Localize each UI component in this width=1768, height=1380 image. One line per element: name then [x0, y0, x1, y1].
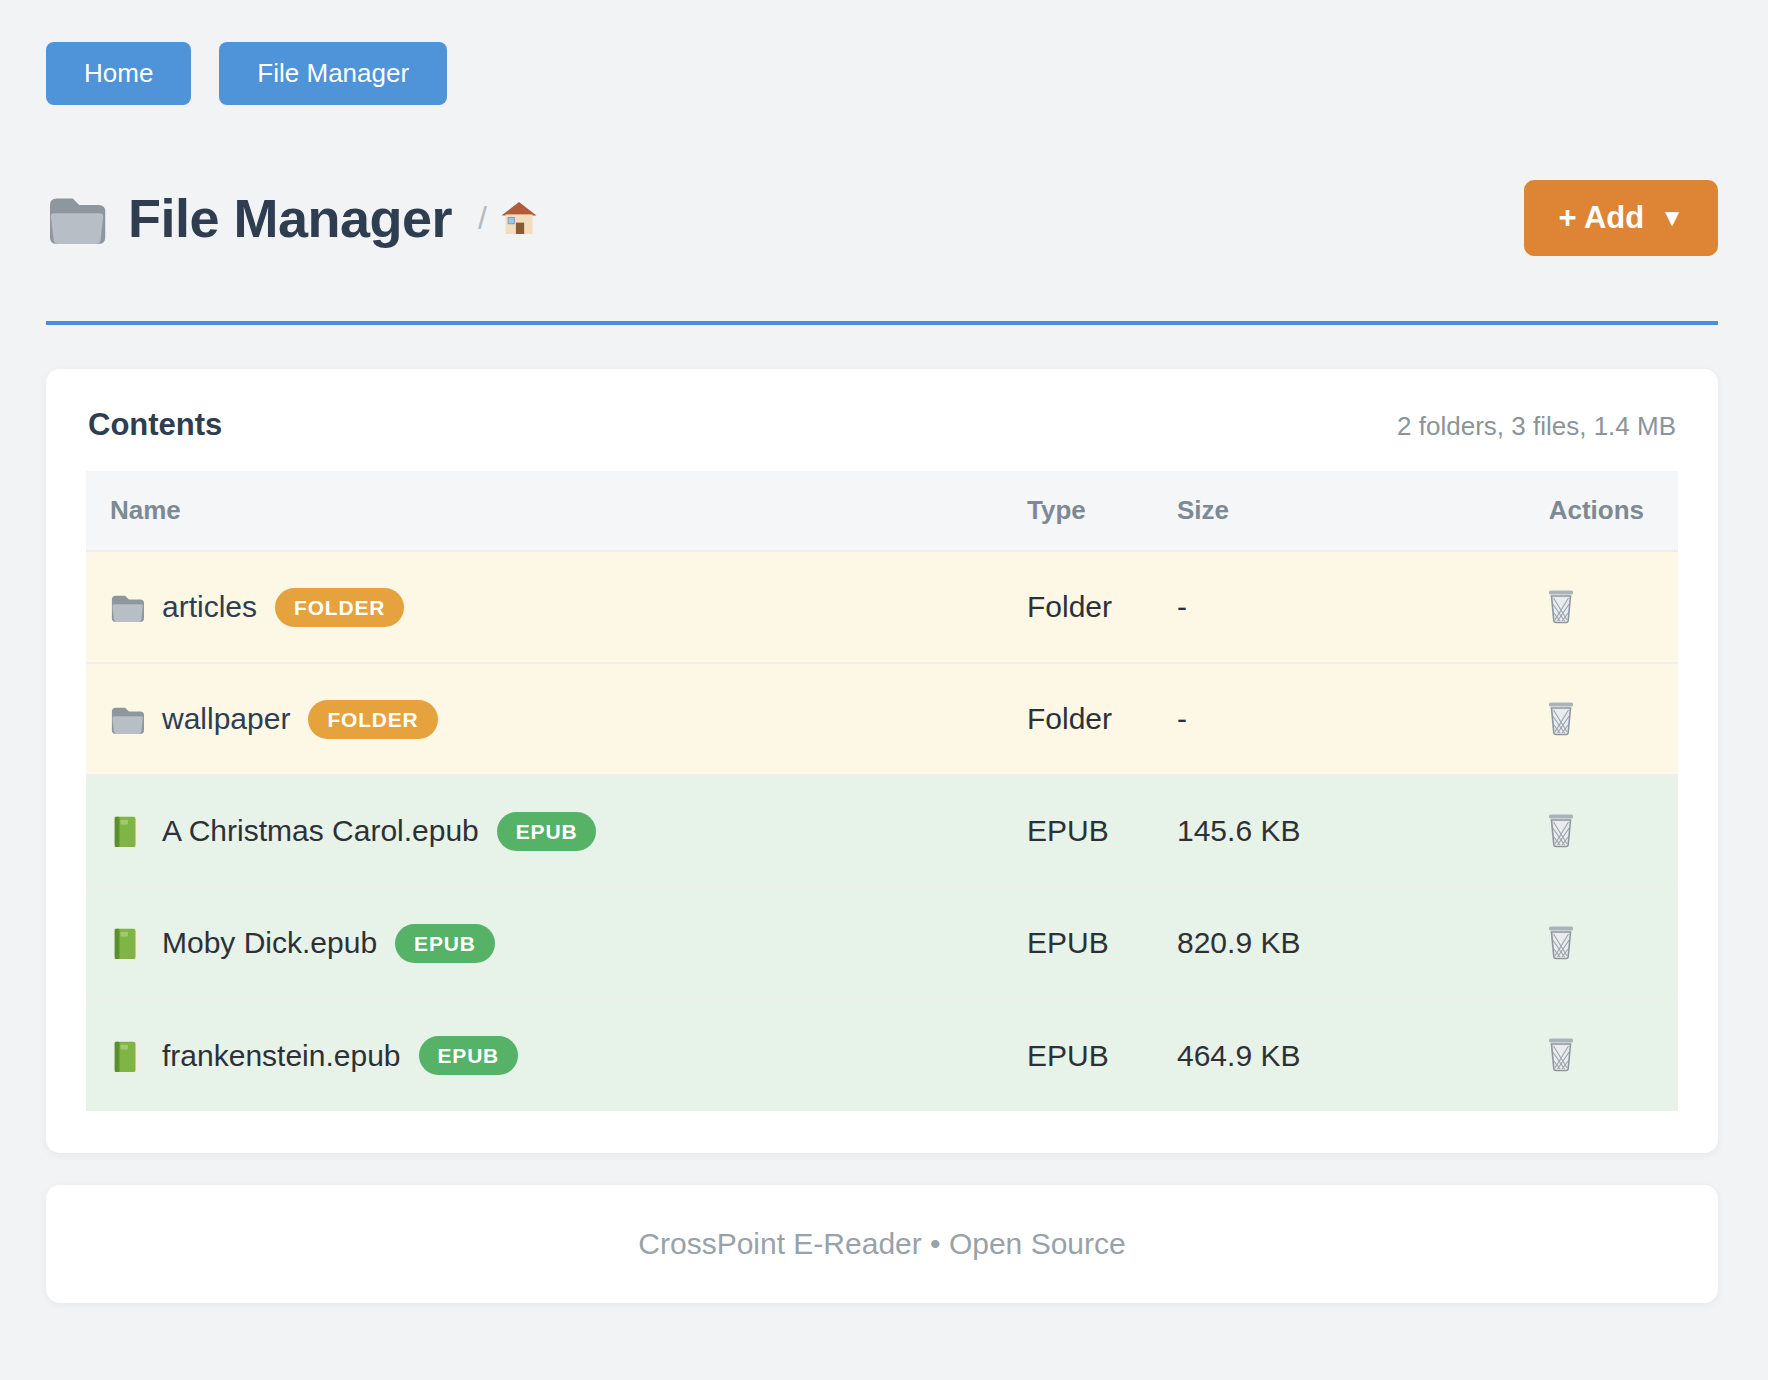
breadcrumb-separator: / — [478, 200, 487, 237]
delete-button[interactable] — [1540, 808, 1582, 852]
folder-icon — [110, 702, 144, 736]
nav-file-manager-button[interactable]: File Manager — [219, 42, 447, 105]
add-button[interactable]: + Add ▼ — [1524, 180, 1718, 256]
column-header-type: Type — [1003, 471, 1153, 551]
file-name: frankenstein.epub — [162, 1039, 401, 1073]
folder-name-link[interactable]: articles — [162, 590, 257, 624]
breadcrumb: / — [478, 200, 537, 237]
delete-button[interactable] — [1540, 696, 1582, 740]
folder-icon — [46, 192, 106, 244]
type-cell: EPUB — [1003, 999, 1153, 1111]
folder-badge: FOLDER — [275, 588, 404, 627]
epub-badge: EPUB — [395, 924, 495, 963]
table-row: Moby Dick.epub EPUB EPUB 820.9 KB — [86, 887, 1678, 999]
epub-badge: EPUB — [419, 1036, 519, 1075]
green-book-icon — [110, 1039, 144, 1073]
contents-title: Contents — [88, 407, 222, 443]
green-book-icon — [110, 814, 144, 848]
nav-home-button[interactable]: Home — [46, 42, 191, 105]
table-header-row: Name Type Size Actions — [86, 471, 1678, 551]
size-cell: - — [1153, 663, 1348, 775]
epub-badge: EPUB — [497, 812, 597, 851]
table-row: frankenstein.epub EPUB EPUB 464.9 KB — [86, 999, 1678, 1111]
size-cell: 820.9 KB — [1153, 887, 1348, 999]
breadcrumb-home-link[interactable] — [501, 201, 537, 235]
contents-table: Name Type Size Actions articles FOLDER — [86, 471, 1678, 1111]
contents-summary: 2 folders, 3 files, 1.4 MB — [1397, 411, 1676, 442]
footer-text: CrossPoint E-Reader • Open Source — [638, 1227, 1125, 1261]
column-header-size: Size — [1153, 471, 1348, 551]
delete-button[interactable] — [1540, 584, 1582, 628]
size-cell: 464.9 KB — [1153, 999, 1348, 1111]
folder-name-link[interactable]: wallpaper — [162, 702, 290, 736]
file-manager-page: Home File Manager File Manager / + Add ▼… — [0, 0, 1768, 1363]
column-header-actions: Actions — [1348, 471, 1678, 551]
footer-card: CrossPoint E-Reader • Open Source — [46, 1185, 1718, 1303]
file-name: Moby Dick.epub — [162, 926, 377, 960]
type-cell: Folder — [1003, 663, 1153, 775]
table-row: A Christmas Carol.epub EPUB EPUB 145.6 K… — [86, 775, 1678, 887]
green-book-icon — [110, 926, 144, 960]
caret-down-icon: ▼ — [1660, 204, 1684, 232]
house-icon — [501, 201, 537, 235]
folder-icon — [110, 590, 144, 624]
add-button-label: + Add — [1558, 200, 1644, 236]
type-cell: EPUB — [1003, 775, 1153, 887]
trash-icon — [1544, 700, 1578, 736]
file-name: A Christmas Carol.epub — [162, 814, 479, 848]
trash-icon — [1544, 588, 1578, 624]
top-nav: Home File Manager — [46, 42, 1718, 105]
size-cell: 145.6 KB — [1153, 775, 1348, 887]
contents-card: Contents 2 folders, 3 files, 1.4 MB Name… — [46, 369, 1718, 1153]
page-title: File Manager — [128, 187, 452, 249]
trash-icon — [1544, 812, 1578, 848]
header-divider — [46, 321, 1718, 325]
folder-badge: FOLDER — [308, 700, 437, 739]
delete-button[interactable] — [1540, 920, 1582, 964]
type-cell: EPUB — [1003, 887, 1153, 999]
type-cell: Folder — [1003, 551, 1153, 663]
size-cell: - — [1153, 551, 1348, 663]
delete-button[interactable] — [1540, 1032, 1582, 1076]
table-row: articles FOLDER Folder - — [86, 551, 1678, 663]
table-row: wallpaper FOLDER Folder - — [86, 663, 1678, 775]
page-header: File Manager / + Add ▼ — [46, 167, 1718, 269]
contents-header: Contents 2 folders, 3 files, 1.4 MB — [86, 407, 1678, 443]
trash-icon — [1544, 1036, 1578, 1072]
trash-icon — [1544, 924, 1578, 960]
column-header-name: Name — [86, 471, 1003, 551]
